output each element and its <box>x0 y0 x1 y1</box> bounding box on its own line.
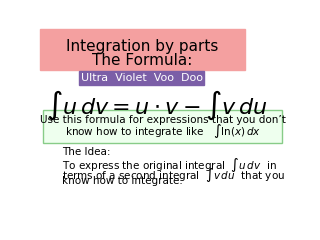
Text: Ultra  Violet  Voo  Doo: Ultra Violet Voo Doo <box>81 73 203 83</box>
Text: know how to integrate like   $\int \ln(x)\, dx$: know how to integrate like $\int \ln(x)\… <box>65 122 260 140</box>
FancyBboxPatch shape <box>43 110 282 143</box>
Text: To express the original integral  $\int u\, dv$  in: To express the original integral $\int u… <box>62 156 276 174</box>
Text: know how to integrate.: know how to integrate. <box>62 176 182 186</box>
FancyBboxPatch shape <box>40 29 245 70</box>
FancyBboxPatch shape <box>79 71 204 85</box>
Text: $\int u\, dv = u \cdot v - \int v\, du$: $\int u\, dv = u \cdot v - \int v\, du$ <box>46 89 268 122</box>
Text: The Idea:: The Idea: <box>62 147 110 157</box>
Text: terms of a second integral  $\int v\, du$  that you: terms of a second integral $\int v\, du$… <box>62 166 285 184</box>
Text: Use this formula for expressions that you don’t: Use this formula for expressions that yo… <box>39 115 285 126</box>
Text: The Formula:: The Formula: <box>92 53 193 68</box>
Text: Integration by parts: Integration by parts <box>66 39 219 54</box>
